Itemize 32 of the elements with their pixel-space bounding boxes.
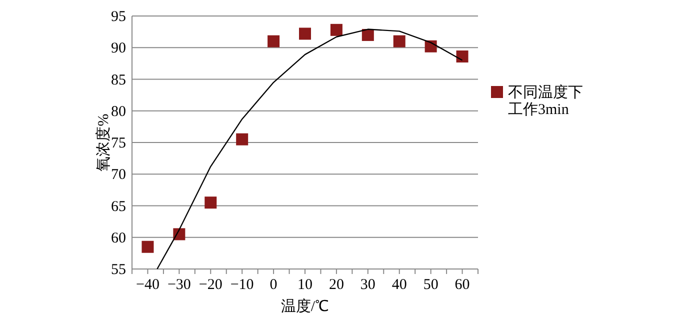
y-tick-label: 65 bbox=[111, 198, 126, 215]
y-tick-label: 85 bbox=[111, 72, 126, 88]
x-tick-label: −20 bbox=[198, 277, 222, 293]
point bbox=[142, 240, 154, 253]
x-tick-label: 50 bbox=[423, 277, 438, 293]
y-tick-label: 90 bbox=[111, 40, 126, 57]
x-tick-label: 60 bbox=[454, 277, 470, 293]
x-tick-label: −30 bbox=[167, 277, 191, 293]
y-tick-label: 80 bbox=[111, 104, 126, 120]
y-tick-label: 95 bbox=[111, 9, 126, 25]
y-tick-label: 55 bbox=[111, 262, 126, 278]
point bbox=[362, 28, 374, 41]
point bbox=[393, 35, 406, 48]
y-tick-label: 75 bbox=[111, 136, 126, 152]
y-tick-label: 70 bbox=[111, 167, 126, 184]
point bbox=[330, 24, 342, 36]
x-tick-label: 30 bbox=[360, 277, 376, 293]
y-tick-label: 60 bbox=[111, 230, 126, 246]
point bbox=[268, 35, 280, 48]
legend-label: 不同温度下工作3min bbox=[508, 84, 583, 118]
point bbox=[456, 50, 468, 62]
x-tick-label: 20 bbox=[328, 277, 344, 293]
x-tick-label: −10 bbox=[230, 277, 254, 293]
point bbox=[299, 28, 311, 40]
y-axis-title: 氧浓度% bbox=[95, 114, 112, 172]
x-tick-label: 10 bbox=[298, 277, 312, 293]
x-axis-title: 温度/℃ bbox=[280, 298, 330, 315]
x-tick-label: 40 bbox=[392, 277, 407, 293]
point bbox=[204, 196, 217, 209]
x-tick-label: −40 bbox=[136, 277, 160, 293]
x-tick-label: 0 bbox=[270, 277, 278, 293]
point bbox=[236, 133, 248, 146]
